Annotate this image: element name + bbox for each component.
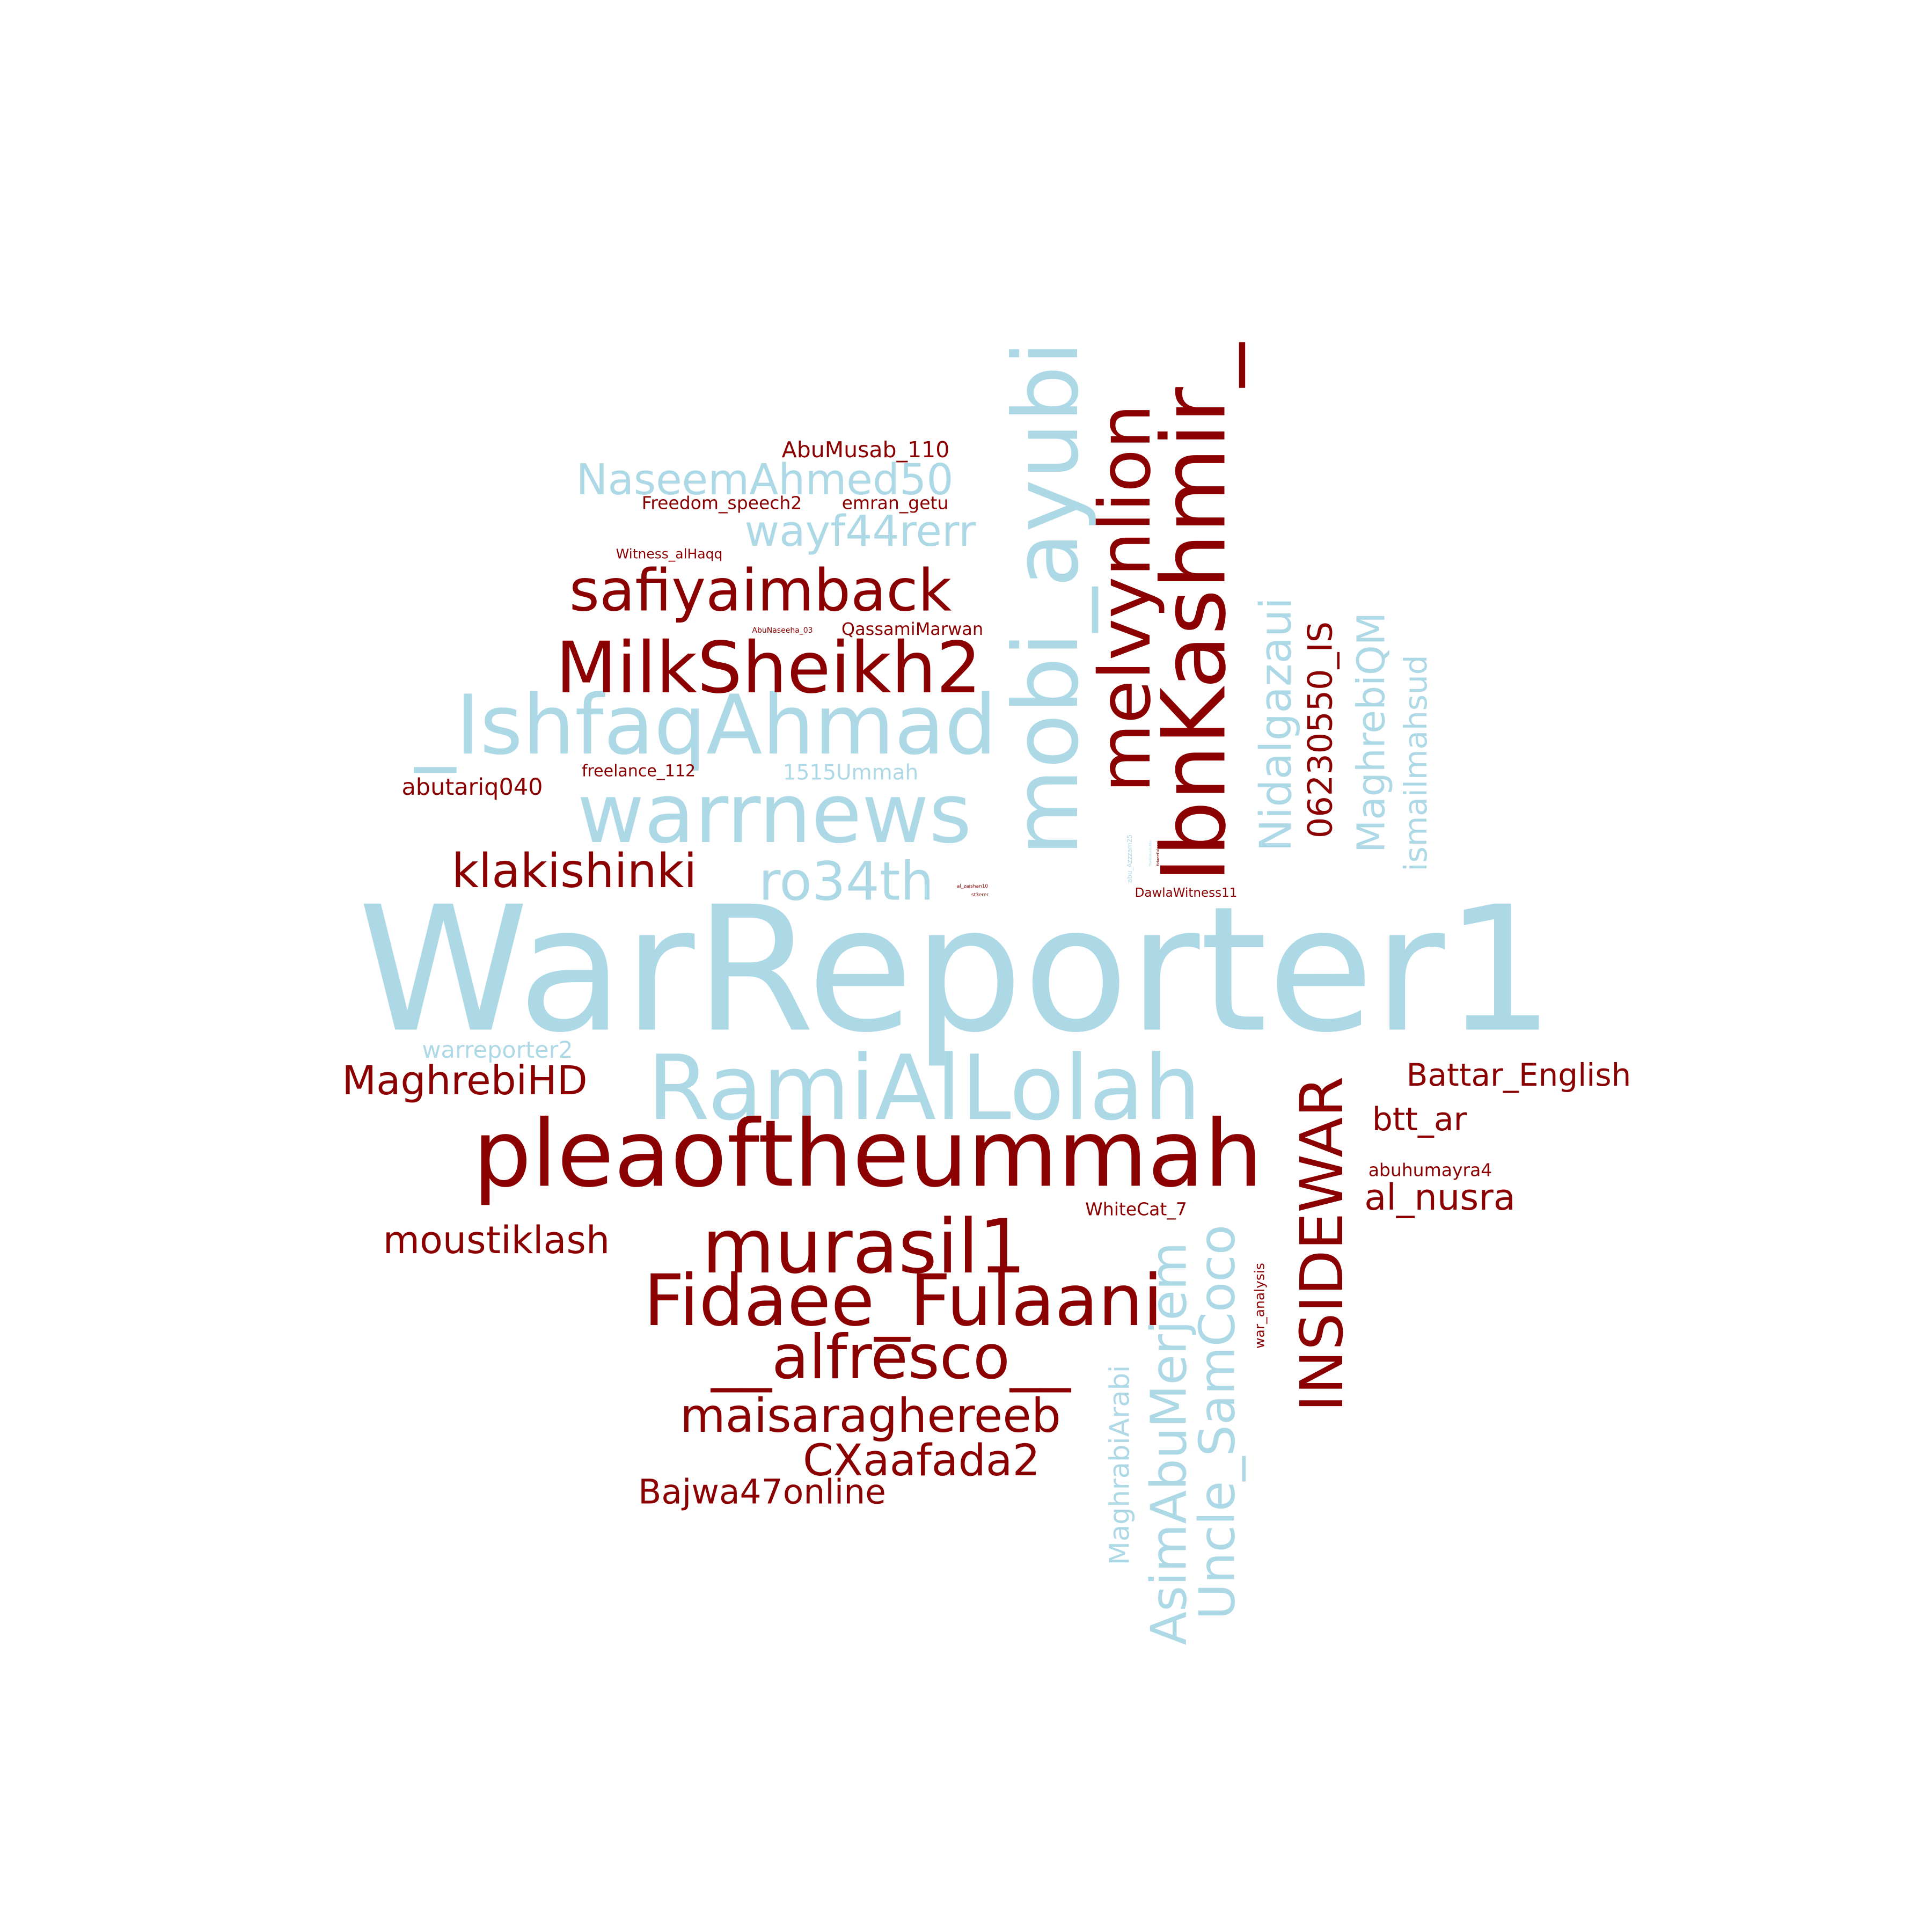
word-8: _IshfaqAhmad xyxy=(414,678,997,773)
word-23: wayf44rerr xyxy=(744,507,976,556)
word-30: ismailmahsud xyxy=(1397,655,1434,871)
word-38: QassamiMarwan xyxy=(841,619,983,639)
word-10: murasil1 xyxy=(702,1203,1026,1290)
word-27: moustiklash xyxy=(383,1218,610,1262)
word-34: AbuMusab_110 xyxy=(782,437,950,463)
word-7: warrnews xyxy=(577,766,971,862)
word-9: MilkSheikh2 xyxy=(555,627,981,709)
word-15: Uncle_SamCoco xyxy=(1189,1225,1246,1620)
word-36: warreporter2 xyxy=(422,1037,573,1064)
word-40: abuhumayra4 xyxy=(1368,1160,1492,1181)
word-32: Battar_English xyxy=(1407,1057,1631,1093)
word-3: pleaoftheummah xyxy=(473,1100,1263,1208)
word-1: WarReporter1 xyxy=(358,869,1555,1071)
word-31: MaghrabiArabi xyxy=(1104,1365,1136,1565)
word-4: mobi_ayubi xyxy=(994,341,1099,856)
word-47: AbuNaseeha_03 xyxy=(752,626,813,635)
word-28: al_nusra xyxy=(1364,1176,1516,1218)
word-11: Fidaee_Fulaani xyxy=(643,1260,1162,1342)
word-14: safiyaimback xyxy=(569,558,952,625)
word-25: 06230550_IS xyxy=(1301,621,1340,838)
word-18: Nidalgazaui xyxy=(1251,597,1301,852)
word-20: ro34th xyxy=(759,851,934,913)
word-51: fidaeeFulaani xyxy=(1156,841,1160,866)
word-29: Bajwa47online xyxy=(638,1473,886,1512)
word-24: MaghrebiQM xyxy=(1349,612,1394,853)
word-49: al_zaishan10 xyxy=(957,884,989,889)
word-21: CXaafada2 xyxy=(803,1436,1040,1486)
word-17: maisaraghereeb xyxy=(680,1388,1061,1443)
word-16: AsimAbuMerjem xyxy=(1140,1242,1198,1645)
word-50: st3erer xyxy=(971,892,989,898)
word-52: TheNomadicAbu xyxy=(1149,840,1153,867)
word-5: IbnKashmir_ xyxy=(1143,342,1246,883)
word-37: 1515Ummah xyxy=(783,761,918,785)
word-48: abu_Azzzam25 xyxy=(1126,835,1133,883)
word-26: MaghrebiHD xyxy=(342,1058,588,1104)
word-12: __alfresco__ xyxy=(710,1322,1072,1393)
word-22: NaseemAhmed50 xyxy=(576,455,953,504)
word-44: war_analysis xyxy=(1252,1263,1268,1349)
word-45: DawlaWitness11 xyxy=(1135,886,1238,900)
word-46: Witness_alHaqq xyxy=(616,546,723,562)
word-19: klakishinki xyxy=(452,844,697,898)
word-41: emran_getu xyxy=(842,493,949,514)
word-42: Freedom_speech2 xyxy=(642,493,802,514)
word-33: btt_ar xyxy=(1372,1101,1467,1138)
word-39: WhiteCat_7 xyxy=(1085,1199,1187,1220)
word-6: melvynlion xyxy=(1084,404,1167,793)
word-35: abutariq040 xyxy=(401,774,543,801)
word-13: INSIDEWAR xyxy=(1287,1076,1356,1412)
word-2: RamiAlLolah xyxy=(647,1036,1201,1140)
word-43: freelance_112 xyxy=(582,762,696,781)
